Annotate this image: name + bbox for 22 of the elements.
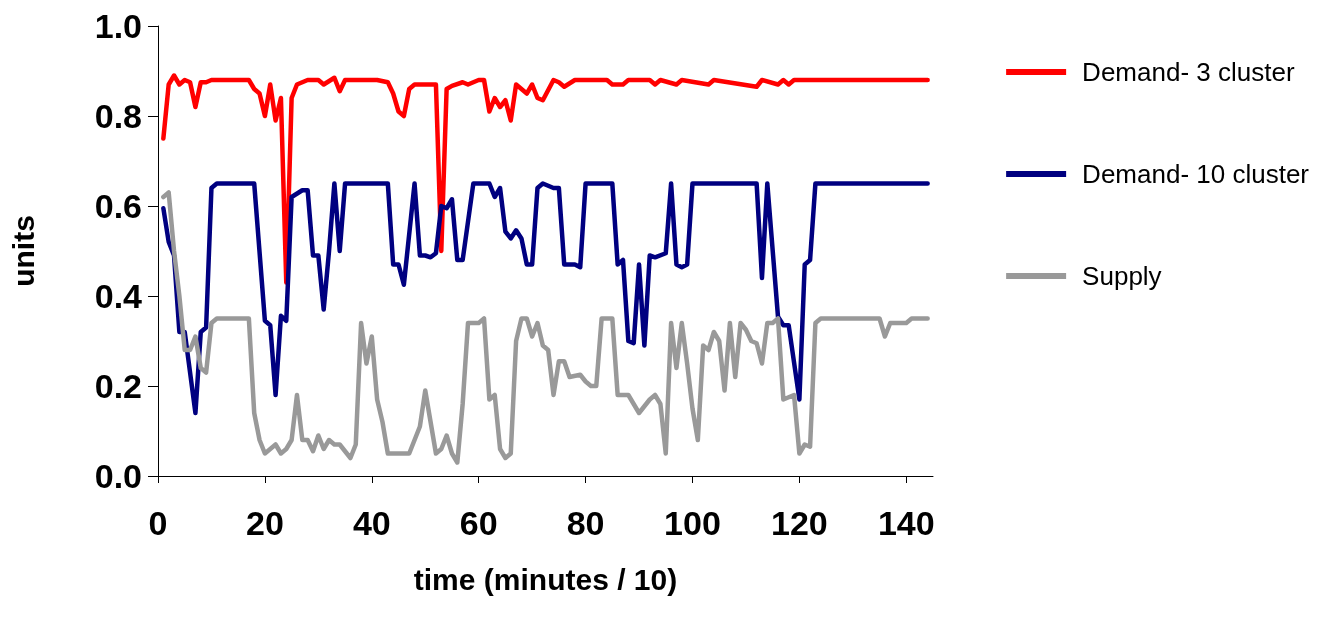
x-tick-label: 60 [459, 504, 498, 542]
x-tick-label: 80 [566, 504, 605, 542]
y-tick-label: 0.6 [94, 187, 142, 225]
line-series [161, 73, 930, 285]
line-series [161, 190, 930, 465]
legend-label: Supply [1082, 261, 1162, 291]
y-axis-title: units [6, 215, 40, 287]
x-tick-label: 100 [664, 504, 721, 542]
x-tick-label: 20 [245, 504, 284, 542]
x-tick-label: 0 [148, 504, 168, 542]
y-tick-label: 0.4 [94, 277, 143, 315]
y-tick-label: 0.8 [94, 97, 142, 135]
x-axis-title: time (minutes / 10) [413, 562, 678, 596]
line-series [161, 181, 930, 416]
legend-label: Demand- 10 cluster [1082, 159, 1310, 189]
x-tick-label: 140 [877, 504, 935, 542]
y-tick-label: 0.2 [94, 367, 142, 405]
x-tick-label: 40 [352, 504, 391, 542]
y-tick-label: 1.0 [94, 7, 142, 45]
x-tick-label: 120 [771, 504, 828, 542]
y-tick-label: 0.0 [94, 457, 142, 495]
legend-label: Demand- 3 cluster [1082, 57, 1295, 87]
